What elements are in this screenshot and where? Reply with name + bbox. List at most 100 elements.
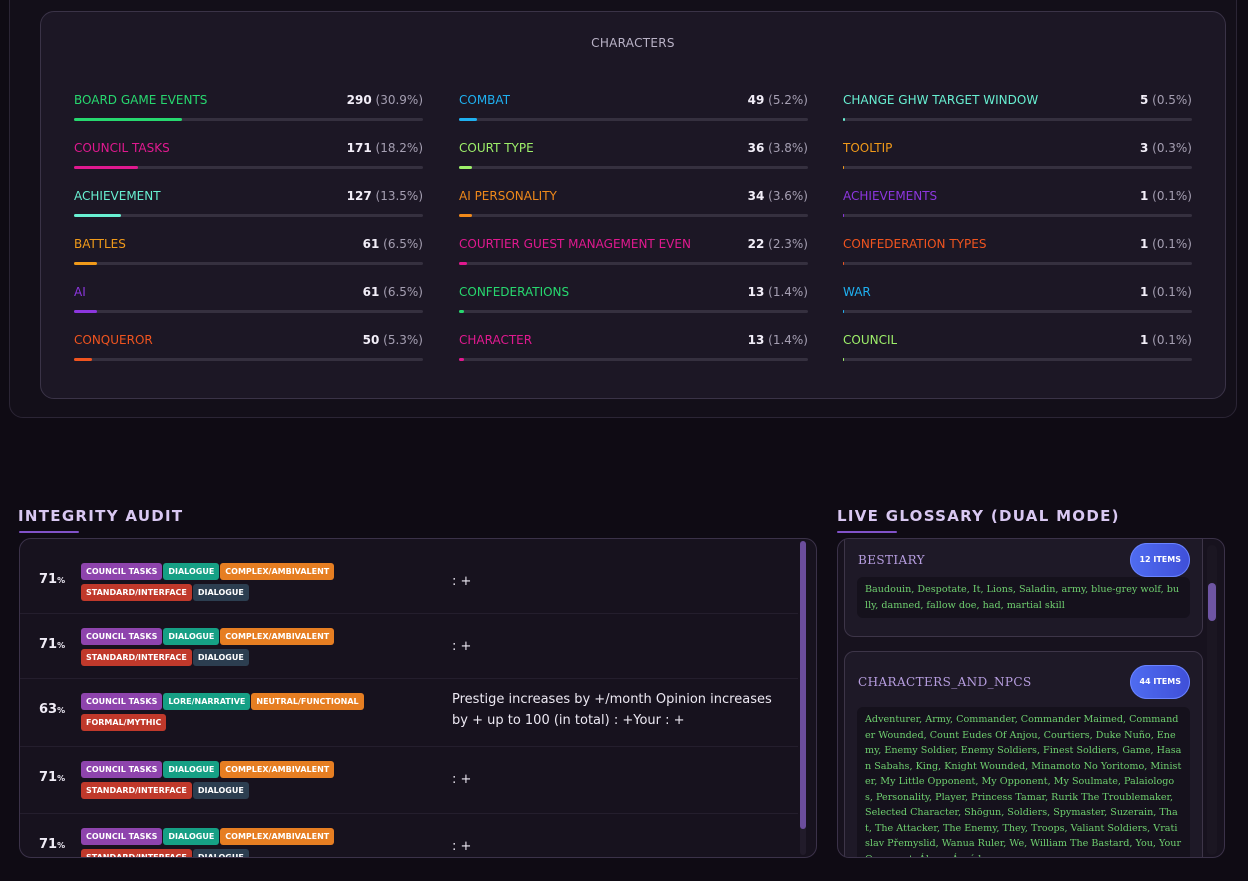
stat-row: BOARD GAME EVENTS 290 (30.9%) <box>74 82 423 130</box>
stat-row: CONFEDERATIONS 13 (1.4%) <box>459 274 808 322</box>
stat-bar-track <box>459 214 808 217</box>
stat-bar-fill <box>74 118 182 121</box>
live-glossary-underline <box>837 531 897 533</box>
category-tag: DIALOGUE <box>163 828 220 845</box>
stat-label: COURTIER GUEST MANAGEMENT EVEN <box>459 237 691 251</box>
stat-count: 49 <box>747 93 765 107</box>
stat-count: 290 <box>346 93 372 107</box>
tag-line: STANDARD/INTERFACE DIALOGUE <box>81 649 401 670</box>
integrity-audit-panel[interactable]: 71% COUNCIL TASKS DIALOGUE COMPLEX/AMBIVALE… <box>19 538 817 858</box>
audit-text: : + <box>452 639 472 654</box>
score-unit: % <box>57 706 66 715</box>
stat-bar-fill <box>74 310 97 313</box>
stat-bar-track <box>74 214 423 217</box>
stat-count: 1 <box>1139 237 1149 251</box>
live-glossary-panel[interactable]: BESTIARY 12 ITEMS Baudouin, Despotate, I… <box>837 538 1225 858</box>
stat-count: 61 <box>362 237 380 251</box>
stat-percent: (3.6%) <box>768 189 808 203</box>
stat-bar-track <box>843 118 1192 121</box>
category-tag: LORE/NARRATIVE <box>163 693 251 710</box>
audit-row[interactable]: 63% COUNCIL TASKS LORE/NARRATIVE NEUTRAL/FU… <box>20 679 798 747</box>
stat-value: 290 (30.9%) <box>347 93 423 107</box>
stat-label: CONFEDERATIONS <box>459 285 570 299</box>
stat-percent: (1.4%) <box>768 333 808 347</box>
stat-label: AI <box>74 285 86 299</box>
category-tag: COUNCIL TASKS <box>81 693 163 710</box>
audit-row[interactable]: 71% COUNCIL TASKS DIALOGUE COMPLEX/AMBIVALE… <box>20 747 798 814</box>
characters-section: CHARACTERS BOARD GAME EVENTS 290 (30.9%) C… <box>9 0 1237 418</box>
stat-percent: (1.4%) <box>768 285 808 299</box>
stat-label: COUNCIL TASKS <box>74 141 170 155</box>
integrity-audit-underline <box>19 531 79 533</box>
category-tag: DIALOGUE <box>192 584 249 601</box>
live-glossary-heading: LIVE GLOSSARY (DUAL MODE) <box>837 507 1120 525</box>
score-value: 63 <box>39 702 58 717</box>
stat-row: COUNCIL 1 (0.1%) <box>843 322 1192 370</box>
tag-line: COUNCIL TASKS DIALOGUE COMPLEX/AMBIVALENT <box>81 563 401 584</box>
stat-bar-track <box>74 310 423 313</box>
stat-value: 50 (5.3%) <box>363 333 423 347</box>
stat-count: 127 <box>346 189 372 203</box>
stat-bar-track <box>459 262 808 265</box>
category-tag: COUNCIL TASKS <box>81 828 163 845</box>
score-value: 71 <box>39 572 58 587</box>
audit-row[interactable]: 71% COUNCIL TASKS DIALOGUE COMPLEX/AMBIVALE… <box>20 539 798 614</box>
stat-label: TOOLTIP <box>843 141 893 155</box>
stat-row: AI PERSONALITY 34 (3.6%) <box>459 178 808 226</box>
stat-label: ACHIEVEMENTS <box>843 189 938 203</box>
tag-line: COUNCIL TASKS DIALOGUE COMPLEX/AMBIVALENT <box>81 761 401 782</box>
audit-score: 63% <box>39 702 65 717</box>
audit-row[interactable]: 71% COUNCIL TASKS DIALOGUE COMPLEX/AMBIVALE… <box>20 614 798 679</box>
stat-row: CHANGE GHW TARGET WINDOW 5 (0.5%) <box>843 82 1192 130</box>
stat-count: 3 <box>1139 141 1149 155</box>
stat-row: COURTIER GUEST MANAGEMENT EVEN 22 (2.3%) <box>459 226 808 274</box>
stat-value: 13 (1.4%) <box>748 285 808 299</box>
stat-label: COUNCIL <box>843 333 898 347</box>
stat-row: AI 61 (6.5%) <box>74 274 423 322</box>
stat-bar-fill <box>843 166 845 169</box>
stat-row: CONQUEROR 50 (5.3%) <box>74 322 423 370</box>
stat-label: AI PERSONALITY <box>459 189 557 203</box>
stat-row: ACHIEVEMENT 127 (13.5%) <box>74 178 423 226</box>
glossary-scrollbar-thumb[interactable] <box>1208 583 1216 621</box>
stat-bar-track <box>459 358 808 361</box>
stat-count: 1 <box>1139 189 1149 203</box>
category-tag: COMPLEX/AMBIVALENT <box>220 828 335 845</box>
stat-bar-fill <box>74 214 122 217</box>
glossary-item-count-badge: 12 ITEMS <box>1130 543 1190 577</box>
category-tag: STANDARD/INTERFACE <box>81 584 192 601</box>
stat-count: 61 <box>362 285 380 299</box>
category-tag: NEUTRAL/FUNCTIONAL <box>251 693 364 710</box>
stat-bar-fill <box>459 118 478 121</box>
audit-row[interactable]: 71% COUNCIL TASKS DIALOGUE COMPLEX/AMBIVALE… <box>20 814 798 857</box>
stat-percent: (0.1%) <box>1152 237 1192 251</box>
category-tag: COMPLEX/AMBIVALENT <box>220 628 335 645</box>
audit-scrollbar-thumb[interactable] <box>800 541 806 829</box>
audit-text: Prestige increases by +/month Opinion in… <box>452 692 772 728</box>
stat-bar-track <box>459 166 808 169</box>
stat-bar-track <box>459 310 808 313</box>
category-tag: DIALOGUE <box>192 782 249 799</box>
category-tag: COMPLEX/AMBIVALENT <box>220 761 335 778</box>
stat-percent: (30.9%) <box>375 93 423 107</box>
stat-percent: (13.5%) <box>375 189 423 203</box>
stat-count: 36 <box>747 141 765 155</box>
stat-bar-fill <box>459 310 464 313</box>
stat-bar-fill <box>459 166 473 169</box>
glossary-card-bestiary[interactable]: BESTIARY 12 ITEMS Baudouin, Despotate, I… <box>844 539 1203 637</box>
stat-bar-track <box>74 166 423 169</box>
stats-column-2: COMBAT 49 (5.2%) COURT TYPE 36 (3.8%) AI PER… <box>459 82 808 370</box>
category-tag: STANDARD/INTERFACE <box>81 649 192 666</box>
stat-bar-fill <box>74 358 93 361</box>
stat-bar-fill <box>843 262 845 265</box>
stat-bar-track <box>843 214 1192 217</box>
stat-bar-fill <box>74 262 97 265</box>
glossary-scrollbar-track[interactable] <box>1207 545 1217 855</box>
stat-value: 127 (13.5%) <box>347 189 423 203</box>
stat-percent: (2.3%) <box>768 237 808 251</box>
stat-row: COMBAT 49 (5.2%) <box>459 82 808 130</box>
stat-bar-fill <box>459 214 472 217</box>
score-unit: % <box>57 641 66 650</box>
stat-value: 34 (3.6%) <box>748 189 808 203</box>
glossary-card-characters-and-npcs[interactable]: CHARACTERS_AND_NPCS 44 ITEMS Adventurer,… <box>844 651 1203 857</box>
